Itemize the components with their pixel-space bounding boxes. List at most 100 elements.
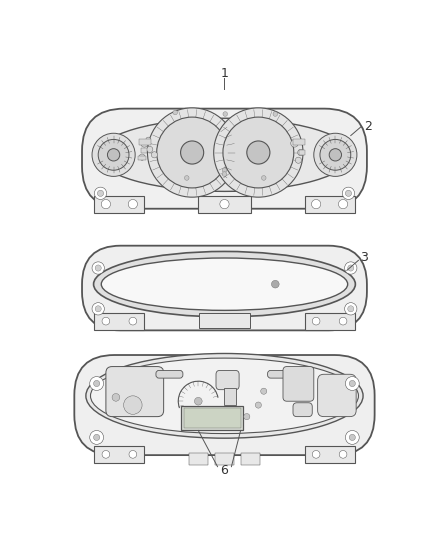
FancyBboxPatch shape <box>283 367 314 401</box>
Ellipse shape <box>97 118 352 191</box>
Circle shape <box>92 262 104 274</box>
Circle shape <box>102 317 110 325</box>
Bar <box>215 453 234 465</box>
Bar <box>304 196 355 213</box>
Circle shape <box>92 303 104 315</box>
Circle shape <box>98 140 129 170</box>
Circle shape <box>102 450 110 458</box>
Ellipse shape <box>101 258 348 310</box>
Circle shape <box>151 152 158 158</box>
FancyBboxPatch shape <box>156 370 183 378</box>
Bar <box>241 453 260 465</box>
Circle shape <box>94 381 100 386</box>
Circle shape <box>214 108 303 197</box>
Circle shape <box>139 154 145 160</box>
Bar <box>299 150 305 155</box>
Circle shape <box>101 199 110 209</box>
Circle shape <box>298 149 304 156</box>
FancyBboxPatch shape <box>216 370 239 390</box>
Bar <box>304 446 355 463</box>
Circle shape <box>348 265 354 271</box>
Circle shape <box>124 396 142 414</box>
Circle shape <box>339 317 347 325</box>
Circle shape <box>349 381 355 386</box>
Text: 6: 6 <box>221 464 228 477</box>
Ellipse shape <box>94 252 355 317</box>
Circle shape <box>147 147 153 152</box>
Circle shape <box>173 110 177 115</box>
FancyBboxPatch shape <box>74 355 374 455</box>
Circle shape <box>261 175 266 180</box>
Circle shape <box>255 402 261 408</box>
Circle shape <box>95 306 101 312</box>
Circle shape <box>342 187 355 199</box>
Bar <box>189 453 208 465</box>
FancyBboxPatch shape <box>82 109 367 209</box>
Circle shape <box>261 388 267 394</box>
Circle shape <box>95 265 101 271</box>
Circle shape <box>345 303 357 315</box>
Circle shape <box>222 168 227 173</box>
Circle shape <box>345 262 357 274</box>
Circle shape <box>184 175 189 180</box>
FancyBboxPatch shape <box>318 374 356 417</box>
Circle shape <box>148 108 237 197</box>
FancyBboxPatch shape <box>268 370 294 378</box>
Circle shape <box>223 117 294 188</box>
Circle shape <box>112 393 120 401</box>
Circle shape <box>348 306 354 312</box>
Circle shape <box>346 377 359 391</box>
Circle shape <box>90 431 103 445</box>
Circle shape <box>141 140 148 147</box>
Bar <box>224 388 236 405</box>
Circle shape <box>97 190 103 196</box>
Circle shape <box>92 133 135 176</box>
FancyBboxPatch shape <box>82 246 367 330</box>
Circle shape <box>157 117 228 188</box>
Bar <box>139 140 151 145</box>
Text: 3: 3 <box>360 251 368 264</box>
Circle shape <box>244 414 250 419</box>
Circle shape <box>311 199 321 209</box>
Circle shape <box>339 450 347 458</box>
Circle shape <box>180 141 204 164</box>
Bar <box>198 196 251 213</box>
Circle shape <box>349 434 355 440</box>
Circle shape <box>146 137 151 142</box>
Circle shape <box>222 172 227 176</box>
Circle shape <box>346 431 359 445</box>
Circle shape <box>273 112 278 116</box>
Circle shape <box>329 149 342 161</box>
Text: 1: 1 <box>221 68 228 80</box>
Circle shape <box>346 190 352 196</box>
Circle shape <box>90 377 103 391</box>
Circle shape <box>339 199 348 209</box>
Circle shape <box>220 199 229 209</box>
Circle shape <box>314 133 357 176</box>
Circle shape <box>247 141 270 164</box>
Bar <box>141 148 147 152</box>
Ellipse shape <box>91 358 358 433</box>
Bar <box>293 140 304 145</box>
Circle shape <box>291 140 298 147</box>
Circle shape <box>312 317 320 325</box>
Bar <box>199 313 250 328</box>
Circle shape <box>320 140 351 170</box>
Circle shape <box>295 157 301 163</box>
FancyBboxPatch shape <box>106 367 164 417</box>
FancyBboxPatch shape <box>293 403 312 417</box>
Circle shape <box>94 434 100 440</box>
Circle shape <box>312 450 320 458</box>
Circle shape <box>129 317 137 325</box>
Circle shape <box>223 112 228 116</box>
Circle shape <box>272 280 279 288</box>
Ellipse shape <box>86 353 363 438</box>
Circle shape <box>107 149 120 161</box>
Bar <box>94 313 145 329</box>
Bar <box>184 408 240 428</box>
Bar <box>94 446 145 463</box>
Circle shape <box>94 187 107 199</box>
Bar <box>304 313 355 329</box>
Bar <box>181 406 243 431</box>
Circle shape <box>194 398 202 405</box>
